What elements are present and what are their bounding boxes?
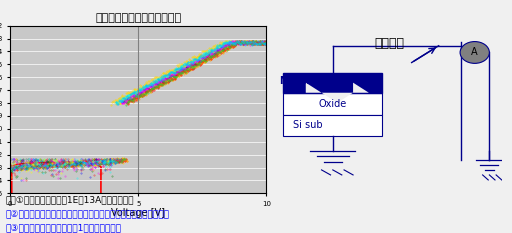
Text: Si sub: Si sub — [293, 120, 323, 130]
Polygon shape — [322, 93, 353, 103]
Title: ゲート酸化膜の電流電圧測定: ゲート酸化膜の電流電圧測定 — [95, 14, 181, 24]
Text: A: A — [472, 48, 478, 58]
X-axis label: Voltage [V]: Voltage [V] — [111, 208, 165, 218]
Text: Metal: Metal — [279, 76, 310, 86]
Text: ③各ウエハサイズに対応、1枚から測定実施: ③各ウエハサイズに対応、1枚から測定実施 — [5, 223, 121, 232]
Polygon shape — [353, 83, 369, 93]
Text: ②測定からデータ処理までワンストップソリューションをご提供: ②測定からデータ処理までワンストップソリューションをご提供 — [5, 209, 169, 218]
Polygon shape — [306, 83, 322, 93]
Circle shape — [460, 41, 489, 63]
Text: Oxide: Oxide — [318, 99, 347, 109]
Text: 特徴①微小リーク電流（1E－13A）測定に対応: 特徴①微小リーク電流（1E－13A）測定に対応 — [5, 195, 134, 204]
Text: 測定回路: 測定回路 — [374, 37, 404, 50]
